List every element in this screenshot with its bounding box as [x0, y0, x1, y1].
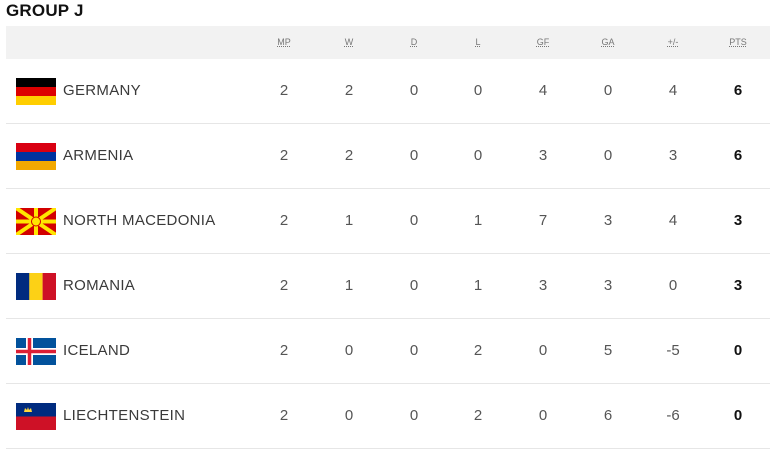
stat-mp: 2 — [279, 82, 289, 99]
stat-l: 2 — [473, 407, 483, 424]
stat-d: 0 — [409, 407, 419, 424]
table-row[interactable]: ROMANIA 2 1 0 1 3 3 0 3 — [6, 254, 770, 319]
stat-ga: 6 — [603, 407, 613, 424]
stat-w: 1 — [344, 277, 354, 294]
stat-gf: 7 — [538, 212, 548, 229]
column-header-gf[interactable]: GF — [536, 37, 550, 47]
column-header-ga[interactable]: GA — [601, 37, 615, 47]
stat-d: 0 — [409, 147, 419, 164]
stat-w: 0 — [344, 342, 354, 359]
stat-mp: 2 — [279, 407, 289, 424]
romania-flag-icon — [16, 273, 56, 300]
stat-gf: 3 — [538, 277, 548, 294]
column-header-goal-diff[interactable]: +/- — [667, 37, 679, 47]
stat-mp: 2 — [279, 342, 289, 359]
stat-w: 0 — [344, 407, 354, 424]
table-row[interactable]: LIECHTENSTEIN 2 0 0 2 0 6 -6 0 — [6, 384, 770, 449]
stat-goal-diff: 3 — [668, 147, 678, 164]
stat-pts: 3 — [733, 212, 743, 229]
stat-gf: 3 — [538, 147, 548, 164]
team-name[interactable]: NORTH MACEDONIA — [63, 212, 216, 229]
team-name[interactable]: ROMANIA — [63, 277, 136, 294]
column-header-w[interactable]: W — [344, 37, 354, 47]
team-name[interactable]: ICELAND — [63, 342, 131, 359]
stat-goal-diff: -6 — [666, 407, 680, 424]
stat-ga: 0 — [603, 82, 613, 99]
stat-ga: 3 — [603, 212, 613, 229]
table-row[interactable]: GERMANY 2 2 0 0 4 0 4 6 — [6, 59, 770, 124]
table-row[interactable]: ICELAND 2 0 0 2 0 5 -5 0 — [6, 319, 770, 384]
stat-ga: 3 — [603, 277, 613, 294]
stat-l: 1 — [473, 212, 483, 229]
stat-l: 0 — [473, 147, 483, 164]
stat-gf: 0 — [538, 407, 548, 424]
stat-l: 1 — [473, 277, 483, 294]
table-header: MP W D L GF GA +/- PTS — [6, 26, 770, 59]
stat-goal-diff: 4 — [668, 82, 678, 99]
group-title: GROUP J — [6, 1, 84, 20]
stat-goal-diff: -5 — [666, 342, 680, 359]
stat-pts: 3 — [733, 277, 743, 294]
column-header-pts[interactable]: PTS — [729, 37, 747, 47]
stat-w: 1 — [344, 212, 354, 229]
team-name[interactable]: LIECHTENSTEIN — [63, 407, 186, 424]
stat-pts: 6 — [733, 147, 743, 164]
stat-pts: 0 — [733, 407, 743, 424]
liechtenstein-flag-icon — [16, 403, 56, 430]
stat-mp: 2 — [279, 277, 289, 294]
stat-w: 2 — [344, 82, 354, 99]
north-macedonia-flag-icon — [16, 208, 56, 235]
stat-pts: 0 — [733, 342, 743, 359]
stat-ga: 0 — [603, 147, 613, 164]
stat-gf: 0 — [538, 342, 548, 359]
stat-gf: 4 — [538, 82, 548, 99]
stat-goal-diff: 4 — [668, 212, 678, 229]
column-header-l[interactable]: L — [475, 37, 481, 47]
standings-table: MP W D L GF GA +/- PTS GERMANY 2 2 0 0 4… — [6, 26, 770, 449]
germany-flag-icon — [16, 78, 56, 105]
stat-l: 2 — [473, 342, 483, 359]
stat-d: 0 — [409, 212, 419, 229]
stat-ga: 5 — [603, 342, 613, 359]
armenia-flag-icon — [16, 143, 56, 170]
column-header-mp[interactable]: MP — [277, 37, 291, 47]
team-name[interactable]: ARMENIA — [63, 147, 134, 164]
table-row[interactable]: ARMENIA 2 2 0 0 3 0 3 6 — [6, 124, 770, 189]
stat-d: 0 — [409, 82, 419, 99]
stat-mp: 2 — [279, 147, 289, 164]
stat-mp: 2 — [279, 212, 289, 229]
stat-d: 0 — [409, 342, 419, 359]
iceland-flag-icon — [16, 338, 56, 365]
stat-l: 0 — [473, 82, 483, 99]
stat-pts: 6 — [733, 82, 743, 99]
stat-goal-diff: 0 — [668, 277, 678, 294]
table-row[interactable]: NORTH MACEDONIA 2 1 0 1 7 3 4 3 — [6, 189, 770, 254]
team-name[interactable]: GERMANY — [63, 82, 141, 99]
stat-d: 0 — [409, 277, 419, 294]
column-header-d[interactable]: D — [410, 37, 418, 47]
stat-w: 2 — [344, 147, 354, 164]
